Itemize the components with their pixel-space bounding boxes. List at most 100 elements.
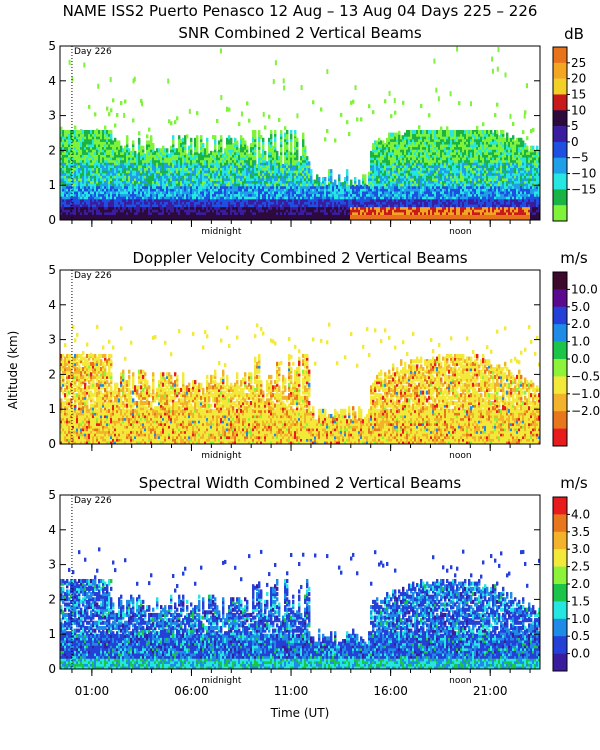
heatmap-plot: Day 226 0 1 2 3 4 5 midnight noon: [48, 39, 541, 237]
colorbar-tick-label: 15: [571, 87, 586, 101]
x-tick-label: 01:00: [75, 684, 110, 698]
echo-image: [60, 322, 540, 444]
colorbar-swatch: [553, 324, 567, 342]
colorbar-swatch: [553, 306, 567, 325]
colorbar-swatch: [553, 584, 567, 602]
y-tick-label: 4: [48, 74, 56, 88]
y-tick-label: 1: [48, 178, 56, 192]
colorbar-tick-label: 20: [571, 72, 586, 86]
echo-image: [60, 547, 540, 669]
noon-label: noon: [449, 451, 471, 461]
colorbar-swatch: [553, 636, 567, 654]
y-tick-label: 0: [48, 437, 56, 451]
colorbar-tick-label: −5: [571, 151, 589, 165]
panel-title: Spectral Width Combined 2 Vertical Beams: [139, 474, 462, 492]
colorbar-tick-label: 1.5: [571, 594, 590, 608]
y-tick-label: 1: [48, 627, 56, 641]
y-tick-label: 4: [48, 523, 56, 537]
colorbar-swatch: [553, 157, 567, 174]
colorbar-swatch: [553, 272, 567, 290]
plot-frame: [59, 269, 541, 445]
x-tick-label: 06:00: [174, 684, 209, 698]
panel-title: Doppler Velocity Combined 2 Vertical Bea…: [132, 249, 467, 267]
panel-spectral-width: Spectral Width Combined 2 Vertical Beams…: [48, 474, 590, 686]
y-tick-label: 0: [48, 213, 56, 227]
y-tick-label: 3: [48, 109, 56, 123]
day-label: Day 226: [74, 271, 112, 281]
panel-snr: SNR Combined 2 Vertical Beams dB Day 226…: [48, 24, 596, 237]
colorbar-swatch: [553, 205, 567, 222]
colorbar-swatch: [553, 78, 567, 95]
colorbar-tick-label: −1.0: [571, 387, 600, 401]
x-tick-label: 16:00: [373, 684, 408, 698]
y-tick-label: 5: [48, 39, 56, 53]
colorbar-tick-label: 5.0: [571, 300, 590, 314]
y-tick-label: 2: [48, 592, 56, 606]
x-tick-label: 11:00: [274, 684, 309, 698]
midnight-label: midnight: [201, 227, 242, 237]
figure-title: NAME ISS2 Puerto Penasco 12 Aug – 13 Aug…: [63, 2, 538, 20]
panel-title: SNR Combined 2 Vertical Beams: [178, 24, 421, 42]
colorbar-tick-label: 0: [571, 135, 579, 149]
colorbar-tick-label: 4.0: [571, 507, 590, 521]
y-tick-label: 3: [48, 558, 56, 572]
colorbar-frame: [552, 46, 568, 222]
colorbar-tick-label: −2.0: [571, 404, 600, 418]
y-tick-label: 3: [48, 333, 56, 347]
colorbar-tick-label: 0.0: [571, 647, 590, 661]
colorbar-swatch: [553, 411, 567, 429]
colorbar-swatch: [553, 110, 567, 127]
midnight-label: midnight: [201, 451, 242, 461]
colorbar-swatch: [553, 531, 567, 550]
y-tick-label: 1: [48, 402, 56, 416]
echo-image: [60, 46, 540, 220]
colorbar-tick-label: −0.5: [571, 369, 600, 383]
colorbar-swatch: [553, 393, 567, 412]
midnight-label: midnight: [201, 676, 242, 686]
noon-label: noon: [449, 676, 471, 686]
colorbar-swatch: [553, 94, 567, 111]
x-tick-label: 21:00: [473, 684, 508, 698]
y-axis-label: Altitude (km): [6, 331, 20, 410]
plot-frame: [59, 45, 541, 221]
colorbar-swatch: [553, 141, 567, 159]
colorbar-swatch: [553, 47, 567, 64]
colorbar-tick-label: 3.5: [571, 525, 590, 539]
colorbar-swatch: [553, 359, 567, 377]
colorbar-swatch: [553, 376, 567, 395]
y-tick-label: 4: [48, 298, 56, 312]
colorbar-swatch: [553, 514, 567, 533]
heatmap-plot: Day 226 0 1 2 3 4 5 midnight noon: [48, 488, 541, 686]
colorbar-tick-label: 3.0: [571, 542, 590, 556]
colorbar-swatch: [553, 62, 567, 79]
colorbar-tick-label: 10.0: [571, 282, 598, 296]
colorbar-swatch: [553, 173, 567, 190]
colorbar-swatch: [553, 189, 567, 206]
colorbar-tick-label: −10: [571, 167, 596, 181]
colorbar-swatch: [553, 618, 567, 637]
colorbar-unit: m/s: [560, 474, 588, 492]
x-axis-label: Time (UT): [270, 706, 330, 720]
colorbar-tick-label: 2.5: [571, 560, 590, 574]
colorbar-tick-label: 0.5: [571, 629, 590, 643]
colorbar-unit: m/s: [560, 249, 588, 267]
colorbar-swatch: [553, 341, 567, 360]
colorbar: 10.0 5.0 2.0 1.0 0.0 −0.5 −1.0 −2.0: [552, 271, 600, 447]
y-tick-label: 2: [48, 143, 56, 157]
colorbar-swatch: [553, 566, 567, 585]
colorbar-tick-label: 0.0: [571, 352, 590, 366]
y-tick-label: 5: [48, 488, 56, 502]
colorbar-tick-label: 2.0: [571, 317, 590, 331]
colorbar-swatch: [553, 653, 567, 672]
colorbar-swatch: [553, 601, 567, 620]
colorbar-swatch: [553, 126, 567, 143]
colorbar-tick-label: 5: [571, 119, 579, 133]
colorbar-tick-label: 1.0: [571, 612, 590, 626]
plot-frame: [59, 494, 541, 670]
colorbar-swatch: [553, 428, 567, 447]
colorbar: 4.0 3.5 3.0 2.5 2.0 1.5 1.0 0.5 0.0: [552, 496, 590, 672]
colorbar-swatch: [553, 289, 567, 308]
colorbar-tick-label: −15: [571, 182, 596, 196]
colorbar-tick-label: 25: [571, 56, 586, 70]
